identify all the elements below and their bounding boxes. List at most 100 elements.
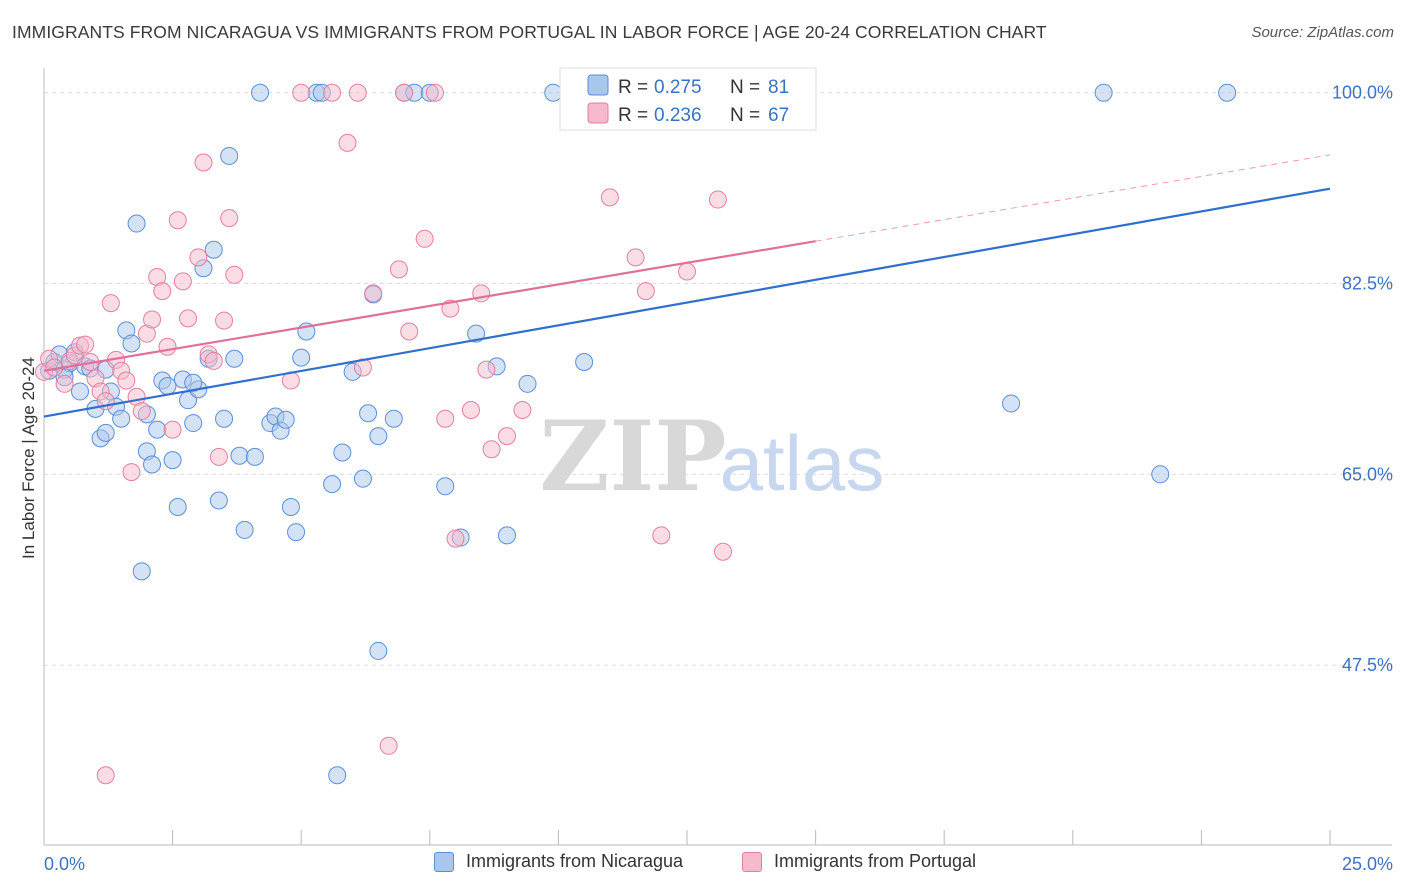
trend-line [43,187,1331,418]
legend-r-label-2: R = [618,105,648,126]
x-tick-label-min: 0.0% [44,854,85,874]
data-point [143,455,162,474]
data-point [415,229,434,248]
data-point [76,335,95,354]
data-point [359,404,378,423]
data-point [189,248,208,267]
data-point [1002,394,1021,413]
trend-line-extension [815,154,1331,242]
data-point [220,146,239,165]
data-point [71,382,90,401]
data-point [652,526,671,545]
data-point [461,400,480,419]
data-point [1094,83,1113,102]
x-tick-label-max: 25.0% [1342,854,1393,874]
data-point [384,409,403,428]
legend-swatch-portugal-bottom [742,851,762,872]
watermark-atlas: atlas [720,419,885,507]
data-point [544,83,563,102]
data-point [497,526,516,545]
data-point [626,248,645,267]
data-point [163,451,182,470]
data-point [395,83,414,102]
data-point [323,83,342,102]
data-point [179,309,198,328]
data-point [112,409,131,428]
axes [43,68,1392,846]
legend-label-nicaragua: Immigrants from Nicaragua [466,851,684,871]
legend-n-value-1: 81 [768,77,789,98]
data-point [235,520,254,539]
data-points [35,83,1237,785]
data-point [173,272,192,291]
data-point [436,409,455,428]
data-point [55,374,74,393]
data-point [204,351,223,370]
legend-top: R = 0.275 N = 81 R = 0.236 N = 67 [559,67,817,131]
legend-r-value-1: 0.275 [654,77,702,98]
data-point [575,353,594,372]
data-point [117,371,136,390]
data-point [184,373,203,392]
data-point [122,463,141,482]
data-point [287,523,306,542]
data-point [127,214,146,233]
data-point [122,334,141,353]
data-point [96,423,115,442]
data-point [436,477,455,496]
data-point [168,211,187,230]
data-point [132,402,151,421]
data-point [281,498,300,517]
chart-title: IMMIGRANTS FROM NICARAGUA VS IMMIGRANTS … [12,22,1047,42]
y-tick-label: 65.0% [1342,464,1393,484]
legend-swatch-nicaragua-bottom [434,851,454,872]
data-point [132,562,151,581]
data-point [220,209,239,228]
data-point [245,447,264,466]
data-point [209,447,228,466]
data-point [400,322,419,341]
data-point [194,153,213,172]
data-point [215,311,234,330]
trend-line [43,240,816,372]
source-label: Source: ZipAtlas.com [1251,24,1394,41]
data-point [513,400,532,419]
y-tick-label: 82.5% [1342,274,1393,294]
data-point [708,190,727,209]
legend-item-portugal[interactable]: Immigrants from Portugal [742,851,976,872]
data-point [276,410,295,429]
data-point [369,641,388,660]
data-point [148,420,167,439]
data-point [389,260,408,279]
data-point [209,491,228,510]
data-point [497,427,516,446]
legend-label-portugal: Immigrants from Portugal [774,851,977,871]
y-tick-label: 47.5% [1342,655,1393,675]
watermark: ZIP atlas [539,400,884,513]
data-point [678,262,696,281]
legend-item-nicaragua[interactable]: Immigrants from Nicaragua [434,851,683,872]
data-point [714,542,733,561]
trend-lines [43,154,1331,418]
legend-swatch-nicaragua [587,74,609,96]
watermark-zip: ZIP [539,400,726,513]
legend-n-value-2: 67 [768,105,789,126]
data-point [158,337,177,356]
data-point [328,766,347,785]
data-point [600,188,619,207]
data-point [369,427,388,446]
data-point [364,284,383,303]
data-point [143,310,162,329]
data-point [338,133,357,152]
data-point [333,443,352,462]
data-point [379,736,398,755]
data-point [1218,83,1237,102]
data-point [153,282,172,301]
legend-r-value-2: 0.236 [654,105,702,126]
data-point [158,376,177,395]
data-point [292,348,311,367]
data-point [482,440,501,459]
data-point [204,240,223,259]
data-point [96,766,115,785]
legend-swatch-portugal [587,102,609,124]
